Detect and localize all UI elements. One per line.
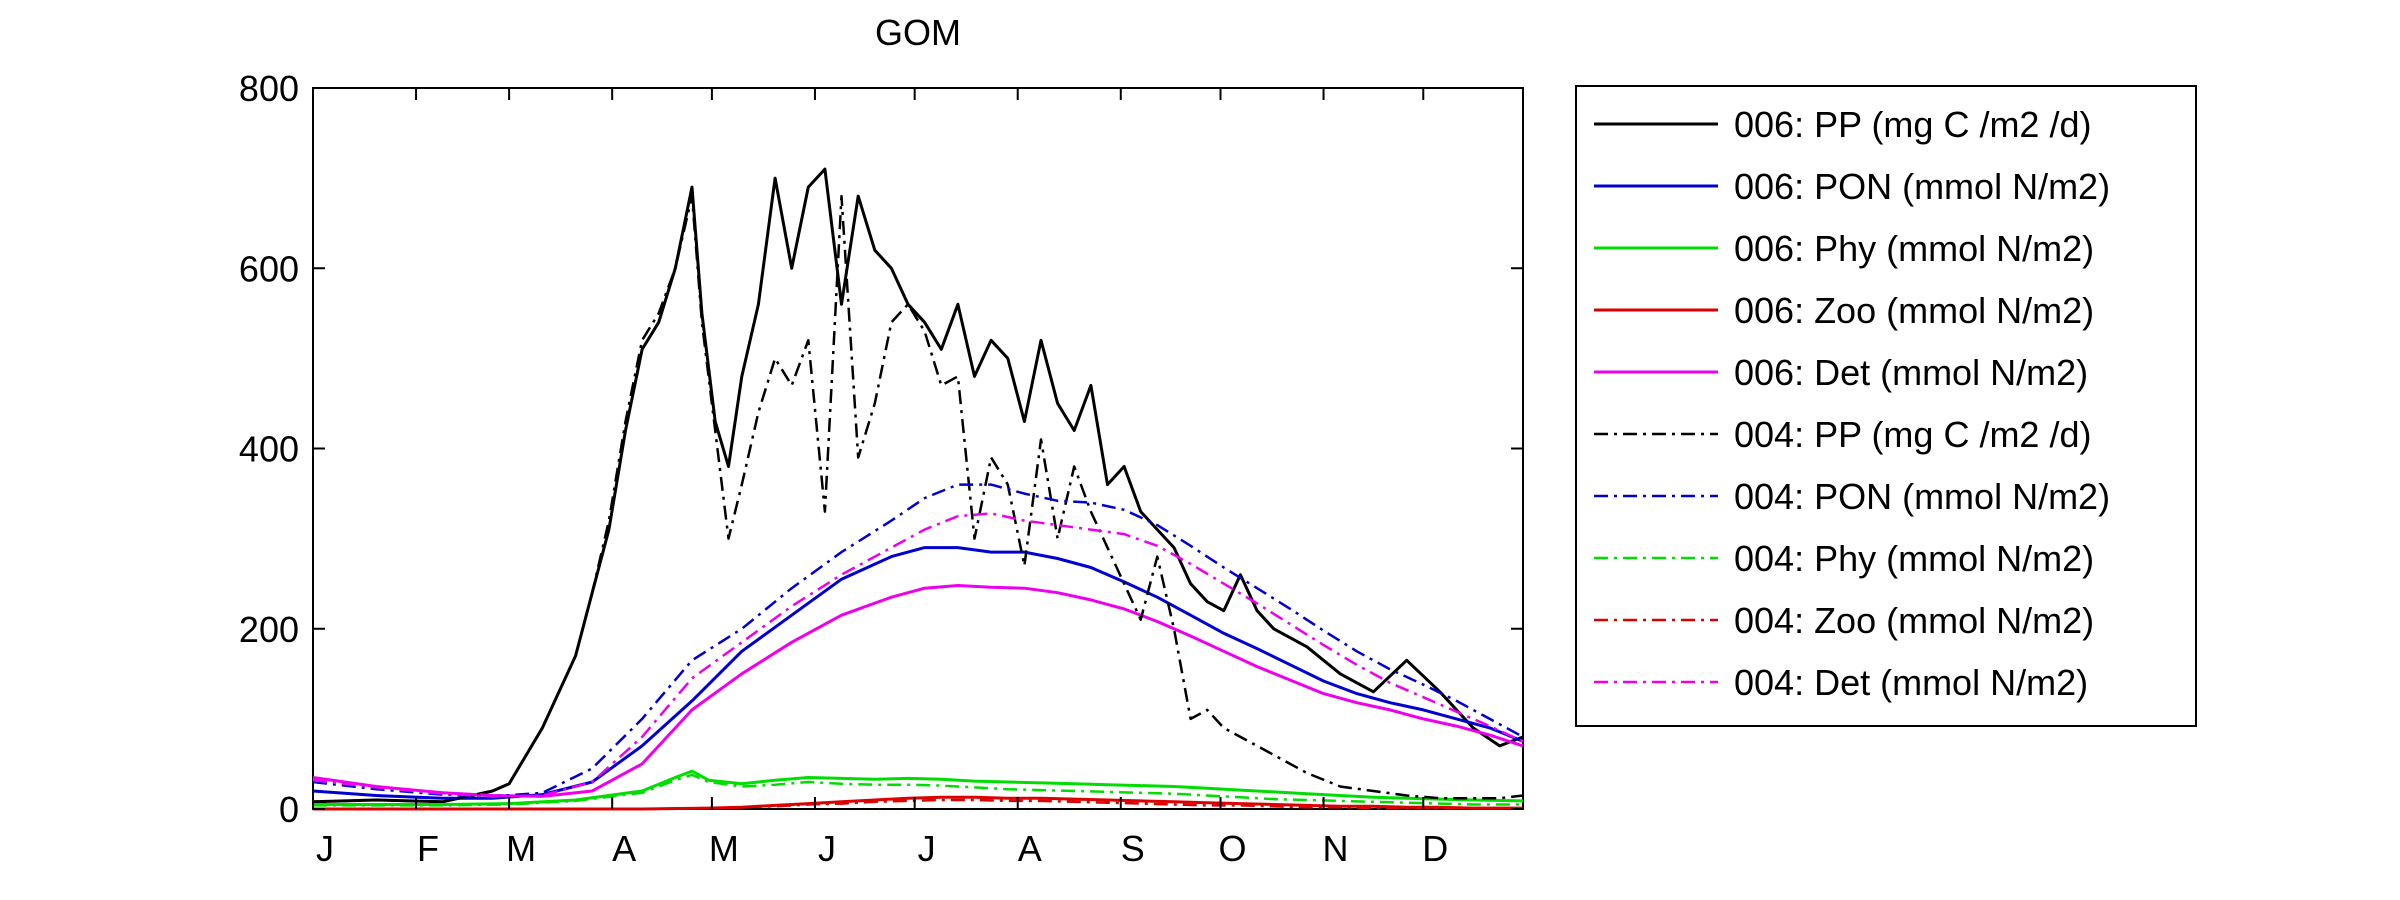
y-tick-label: 200 xyxy=(239,609,299,650)
x-tick-label: M xyxy=(506,828,536,869)
series-line-006-pp-mg-c-m2-d xyxy=(312,167,1524,804)
plot-area xyxy=(312,87,1524,810)
x-tick-label: S xyxy=(1121,828,1145,869)
x-tick-label: M xyxy=(709,828,739,869)
chart-title: GOM xyxy=(875,12,961,53)
y-tick-label: 600 xyxy=(239,248,299,289)
legend-box xyxy=(1575,85,2197,727)
legend: 006: PP (mg C /m2 /d) 006: PON (mmol N/m2… xyxy=(1575,85,2197,727)
legend-label: 004: Zoo (mmol N/m2) xyxy=(1734,600,2094,641)
x-tick-label: O xyxy=(1218,828,1246,869)
series-lines xyxy=(312,167,1524,811)
x-tick-label: N xyxy=(1323,828,1349,869)
series-line-004-zoo-mmol-n-m2 xyxy=(313,798,1523,811)
x-tick-label: J xyxy=(918,828,936,869)
y-tick-label: 400 xyxy=(239,429,299,470)
legend-label: 004: PP (mg C /m2 /d) xyxy=(1734,414,2091,455)
legend-label: 006: Phy (mmol N/m2) xyxy=(1734,228,2094,269)
series-line-004-det-mmol-n-m2 xyxy=(312,512,1524,798)
series-line-004-phy-mmol-n-m2 xyxy=(313,773,1523,807)
series-line-006-phy-mmol-n-m2 xyxy=(313,769,1524,806)
legend-label: 006: Zoo (mmol N/m2) xyxy=(1734,290,2094,331)
series-line-004-pon-mmol-n-m2 xyxy=(312,483,1524,798)
legend-label: 004: Det (mmol N/m2) xyxy=(1734,662,2088,703)
x-tick-label: J xyxy=(316,828,334,869)
legend-label: 006: PP (mg C /m2 /d) xyxy=(1734,104,2091,145)
legend-label: 004: PON (mmol N/m2) xyxy=(1734,476,2110,517)
series-line-006-det-mmol-n-m2 xyxy=(312,584,1524,798)
x-tick-label: A xyxy=(612,828,636,869)
y-axis: 0 200 400 600 800 xyxy=(239,68,1523,830)
x-tick-label: J xyxy=(818,828,836,869)
legend-label: 006: Det (mmol N/m2) xyxy=(1734,352,2088,393)
x-tick-label: D xyxy=(1422,828,1448,869)
legend-label: 004: Phy (mmol N/m2) xyxy=(1734,538,2094,579)
y-tick-label: 800 xyxy=(239,68,299,109)
x-tick-label: F xyxy=(417,828,439,869)
x-tick-label: A xyxy=(1018,828,1042,869)
y-tick-label: 0 xyxy=(279,789,299,830)
legend-label: 006: PON (mmol N/m2) xyxy=(1734,166,2110,207)
